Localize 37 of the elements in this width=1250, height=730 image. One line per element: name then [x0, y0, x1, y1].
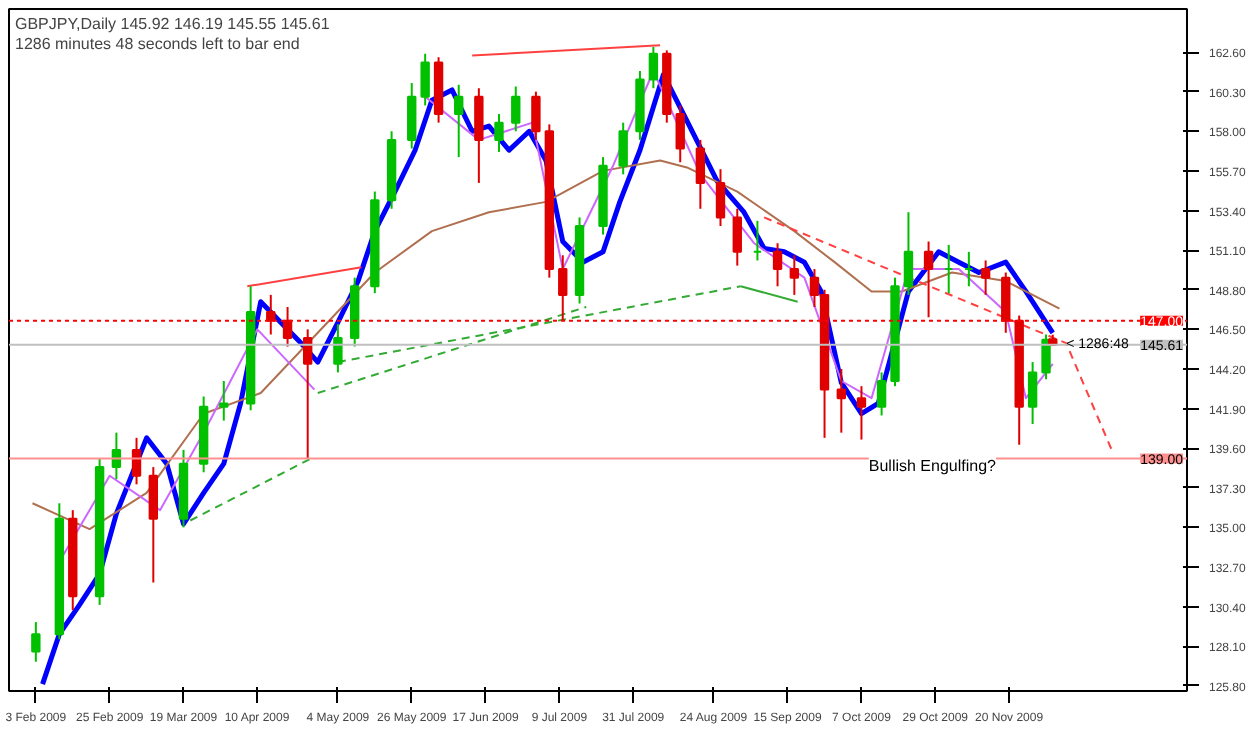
candlestick — [266, 293, 276, 336]
candlestick — [715, 168, 726, 227]
candlestick — [772, 242, 783, 288]
candlestick — [131, 436, 142, 486]
candlestick — [558, 254, 568, 322]
candlestick — [980, 259, 991, 296]
candlestick — [494, 113, 504, 153]
candlestick — [454, 83, 464, 159]
candlestick — [732, 207, 742, 267]
candlestick — [876, 371, 887, 417]
candlestick — [836, 367, 847, 434]
candlestick — [420, 52, 430, 107]
candlestick — [923, 240, 934, 319]
line-series — [31, 159, 1061, 531]
annotation: Bullish Engulfing? — [868, 457, 998, 475]
candlestick — [1027, 361, 1038, 426]
candlestick — [903, 211, 914, 296]
candlestick — [31, 621, 41, 663]
candlestick — [1001, 271, 1011, 334]
candlestick — [282, 305, 293, 348]
candlestick — [333, 323, 343, 374]
candlestick — [148, 466, 159, 584]
candlestick — [675, 104, 685, 164]
candlestick — [789, 254, 800, 296]
candlestick — [1041, 333, 1051, 381]
chart-title: GBPJPY,Daily 145.92 146.19 145.55 145.61 — [15, 15, 331, 33]
candlestick — [511, 85, 521, 133]
candlestick — [618, 121, 628, 176]
candlestick — [695, 138, 706, 210]
candlestick — [407, 82, 417, 150]
candlestick — [648, 45, 659, 90]
candlestick — [474, 87, 484, 184]
candlestick — [531, 90, 541, 141]
candlestick — [856, 385, 867, 441]
candlestick — [303, 328, 313, 460]
text: 1286 minutes 48 seconds left to bar end — [15, 35, 300, 53]
candlestick — [219, 380, 229, 422]
